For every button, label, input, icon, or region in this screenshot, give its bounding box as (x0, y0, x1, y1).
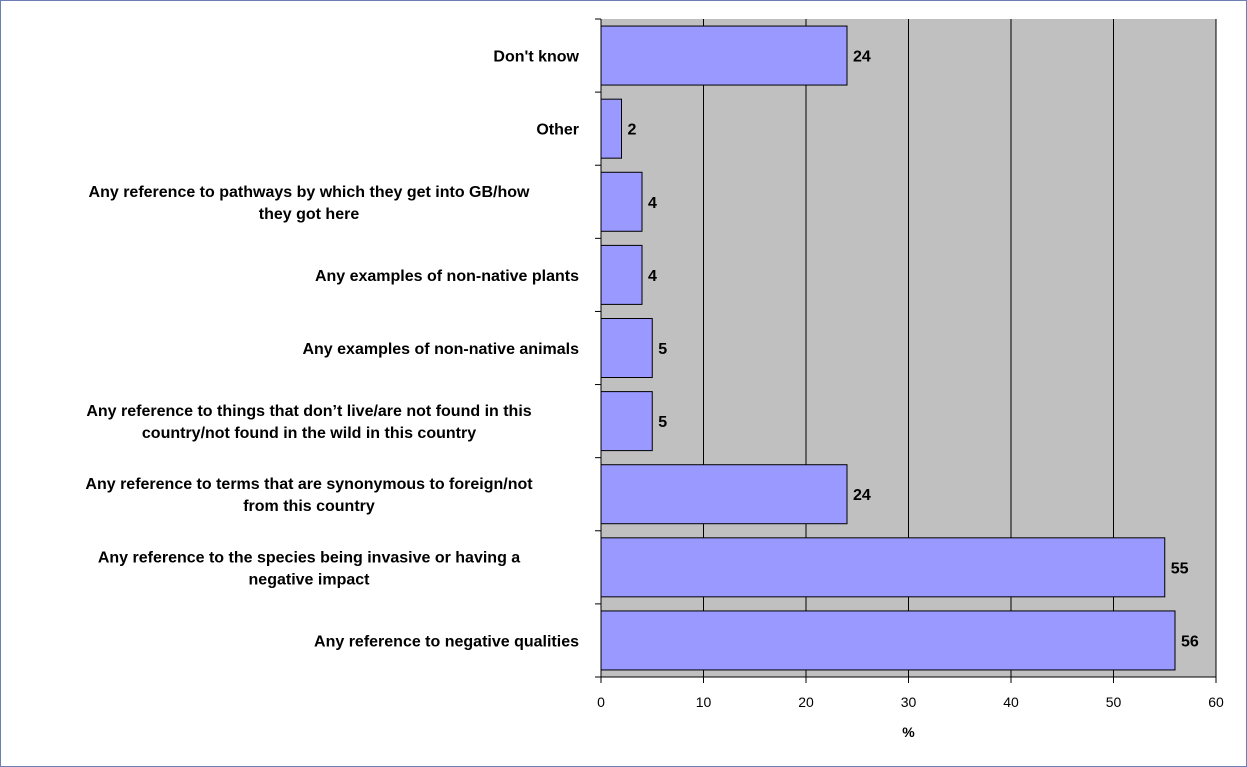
category-label: Any reference to terms that are synonymo… (85, 476, 533, 515)
x-tick-label: 30 (901, 694, 917, 710)
category-labels: Don't know Other Any reference to pathways… (85, 49, 579, 651)
category-label: Any reference to negative qualities (314, 633, 579, 650)
value-label: 24 (853, 487, 871, 504)
category-label: Don't know (493, 49, 579, 66)
bar (600, 464, 848, 525)
x-tick-label: 40 (1003, 694, 1019, 710)
value-label: 5 (658, 414, 667, 431)
x-tick-label: 60 (1208, 694, 1224, 710)
value-label: 4 (648, 195, 657, 212)
bar (600, 25, 848, 86)
category-label: Any examples of non-native animals (302, 341, 579, 358)
value-label: 24 (853, 49, 871, 66)
category-label: Any reference to things that don’t live/… (86, 403, 531, 442)
value-label: 5 (658, 341, 667, 358)
x-tick-label: 0 (597, 694, 605, 710)
axes (595, 18, 1217, 683)
category-label: Other (536, 122, 579, 139)
category-label: Any reference to the species being invas… (98, 549, 520, 588)
value-label: 2 (628, 122, 637, 139)
bar (600, 537, 1166, 598)
bar (600, 244, 643, 305)
bar (600, 98, 622, 159)
x-tick-labels: 0 10 20 30 40 50 60 (597, 694, 1224, 710)
bar (600, 391, 653, 452)
x-tick-label: 10 (696, 694, 712, 710)
bar (600, 610, 1176, 671)
value-label: 56 (1181, 633, 1199, 650)
bar (600, 318, 653, 378)
category-label: Any reference to pathways by which they … (89, 184, 531, 223)
value-label: 4 (648, 268, 657, 285)
x-tick-label: 50 (1106, 694, 1122, 710)
value-label: 55 (1171, 560, 1189, 577)
x-tick-label: 20 (798, 694, 814, 710)
bar (600, 171, 643, 232)
x-axis-title: % (902, 724, 915, 740)
gridlines (703, 19, 1217, 677)
bars (600, 25, 1176, 671)
category-label: Any examples of non-native plants (315, 268, 579, 285)
